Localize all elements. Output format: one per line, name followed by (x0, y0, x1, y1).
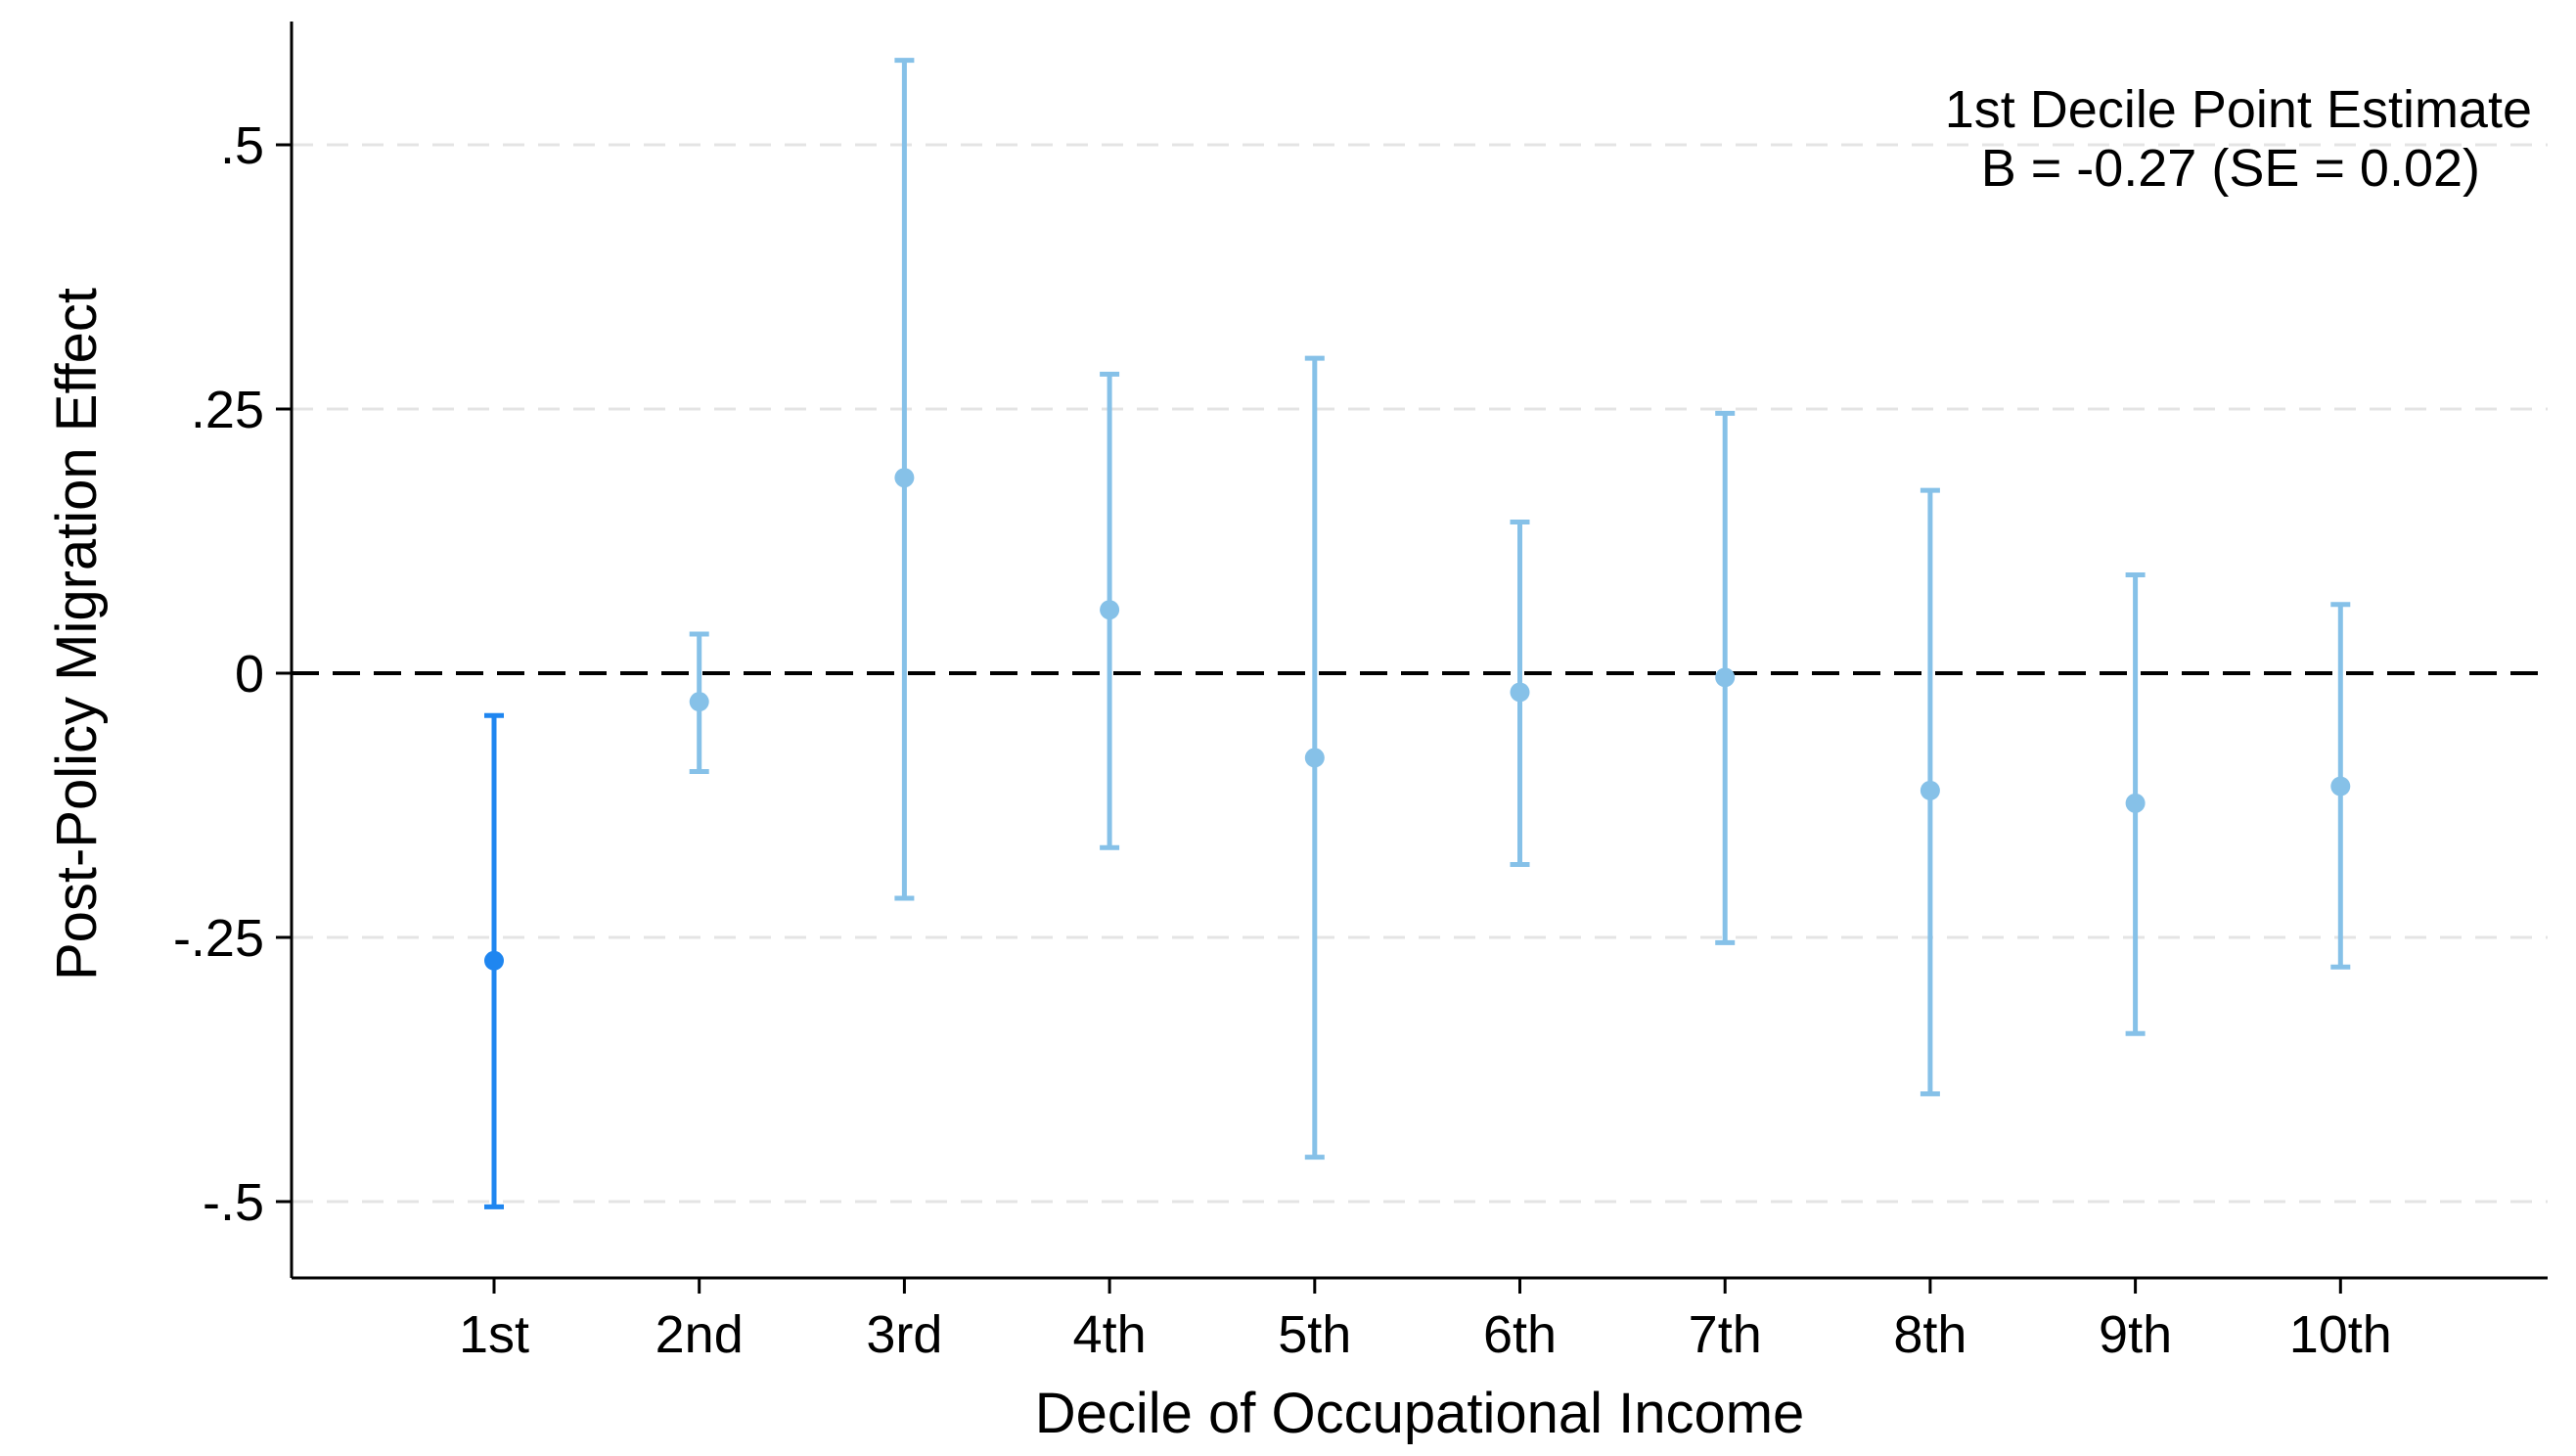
point-estimate (1715, 667, 1736, 688)
annotation-line-1: 1st Decile Point Estimate (1945, 80, 2532, 139)
x-tick-label: 1st (459, 1305, 529, 1364)
point-estimate (2125, 793, 2146, 813)
x-tick-label: 8th (1893, 1305, 1966, 1364)
point-estimate (484, 950, 504, 971)
y-tick-label: -.5 (203, 1173, 264, 1232)
x-axis-title: Decile of Occupational Income (1035, 1382, 1805, 1445)
estimate-7th (1715, 410, 1736, 945)
x-tick-label: 9th (2099, 1305, 2172, 1364)
x-tick-label: 6th (1483, 1305, 1557, 1364)
x-tick-label: 10th (2289, 1305, 2392, 1364)
x-tick-label: 7th (1689, 1305, 1762, 1364)
y-axis-title: Post-Policy Migration Effect (45, 288, 109, 980)
point-estimate (1510, 682, 1530, 703)
estimate-1st (484, 712, 504, 1209)
y-tick-label: .25 (191, 381, 264, 439)
estimate-2nd (689, 631, 709, 774)
x-ticks: 1st 2nd 3rd 4th 5th 6th 7th 8th 9th 10th (459, 1278, 2392, 1364)
y-tick-label: .5 (220, 116, 264, 175)
estimates (484, 58, 2351, 1209)
y-ticks: .5 .25 0 -.25 -.5 (173, 116, 292, 1232)
x-tick-label: 2nd (655, 1305, 744, 1364)
estimate-6th (1510, 520, 1530, 867)
estimate-8th (1920, 487, 1940, 1097)
annotation-line-2: B = -0.27 (SE = 0.02) (1981, 139, 2480, 198)
axes (290, 22, 2548, 1280)
estimate-9th (2125, 572, 2146, 1036)
gridlines (292, 143, 2548, 1204)
point-estimate (689, 692, 709, 712)
y-tick-label: -.25 (173, 909, 264, 968)
estimate-10th (2330, 602, 2351, 970)
estimate-3rd (894, 58, 915, 901)
estimate-4th (1100, 371, 1120, 850)
point-estimate (1920, 780, 1940, 800)
estimate-5th (1304, 355, 1325, 1160)
point-estimate (1100, 600, 1120, 620)
x-tick-label: 5th (1278, 1305, 1351, 1364)
x-tick-label: 3rd (866, 1305, 942, 1364)
y-tick-label: 0 (235, 645, 264, 704)
point-estimate (1304, 748, 1325, 768)
x-tick-label: 4th (1073, 1305, 1147, 1364)
point-estimate (894, 468, 915, 488)
point-estimate (2330, 776, 2351, 796)
